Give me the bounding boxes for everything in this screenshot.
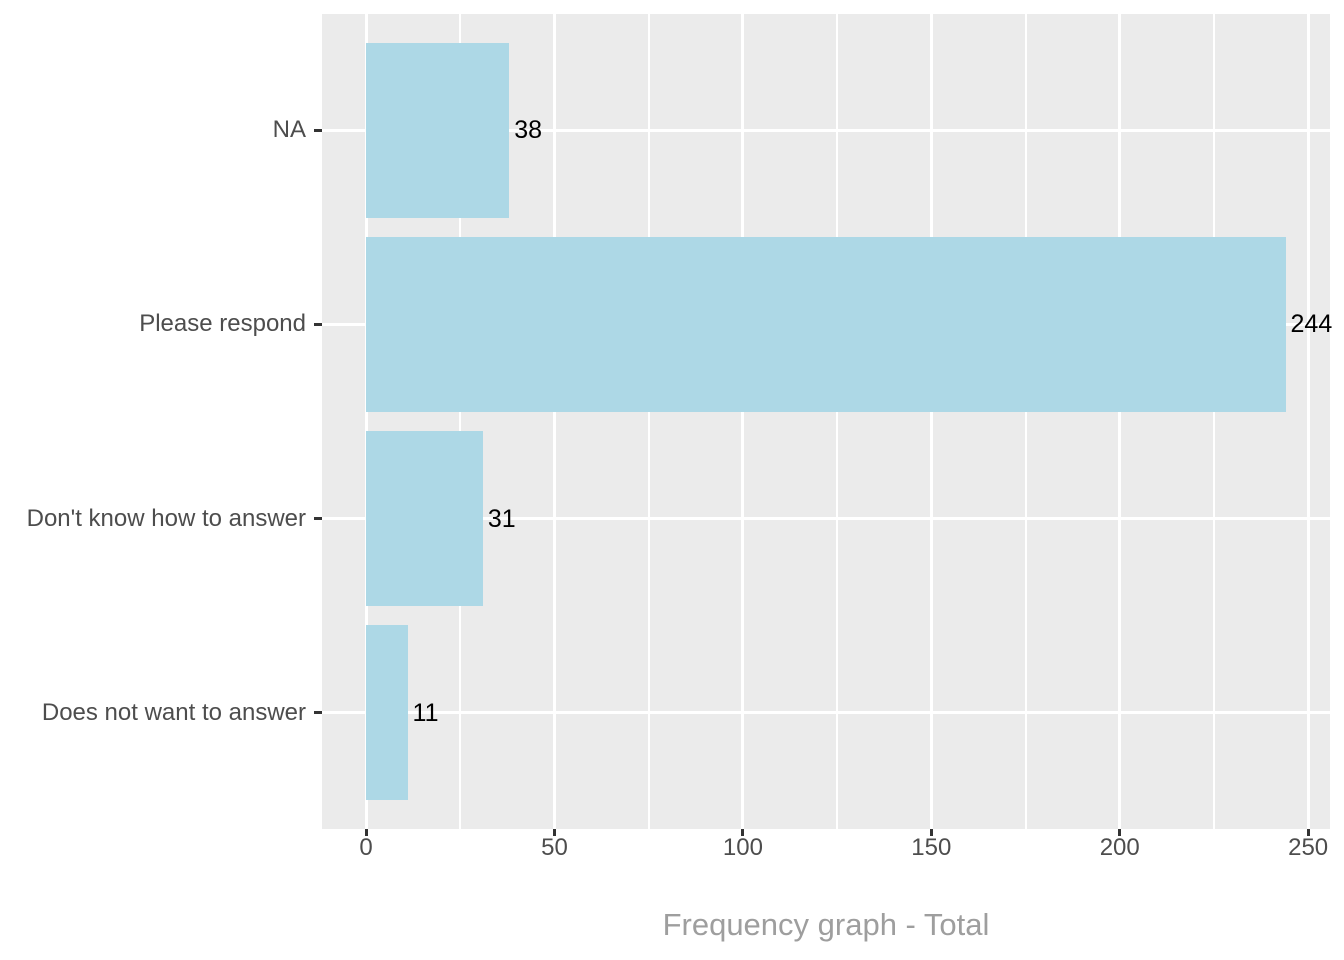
gridline-minor-x bbox=[459, 14, 462, 829]
y-axis-tick bbox=[314, 322, 322, 326]
x-axis-tick bbox=[1118, 829, 1122, 836]
bar-value-label: 11 bbox=[412, 698, 439, 727]
gridline-major-y bbox=[322, 128, 1330, 132]
gridline-major-x bbox=[1118, 14, 1122, 829]
x-axis-tick bbox=[1306, 829, 1310, 836]
y-axis-tick bbox=[314, 711, 322, 715]
x-axis-tick-label: 250 bbox=[1288, 834, 1329, 861]
bar bbox=[366, 237, 1286, 412]
y-axis-tick bbox=[314, 517, 322, 521]
x-axis-tick-label: 200 bbox=[1099, 834, 1140, 861]
x-axis-tick bbox=[929, 829, 933, 836]
bar-value-label: 31 bbox=[487, 504, 516, 533]
bar bbox=[366, 625, 408, 800]
x-axis-tick-label: 0 bbox=[359, 834, 373, 861]
gridline-minor-x bbox=[1212, 14, 1215, 829]
y-axis-category-label: Does not want to answer bbox=[41, 698, 306, 726]
y-axis-category-label: NA bbox=[272, 116, 306, 144]
x-axis-tick bbox=[364, 829, 368, 836]
x-axis-title: Frequency graph - Total bbox=[662, 907, 990, 942]
gridline-major-x bbox=[1306, 14, 1310, 829]
x-axis-tick bbox=[552, 829, 556, 836]
bar bbox=[366, 431, 483, 606]
gridline-major-x bbox=[929, 14, 933, 829]
gridline-major-y bbox=[322, 517, 1330, 521]
x-axis-tick-label: 100 bbox=[722, 834, 763, 861]
gridline-minor-x bbox=[836, 14, 839, 829]
gridline-major-x bbox=[741, 14, 745, 829]
x-axis-tick bbox=[741, 829, 745, 836]
x-axis-tick-label: 150 bbox=[911, 834, 952, 861]
bar-value-label: 244 bbox=[1290, 310, 1333, 339]
y-axis-category-label: Don't know how to answer bbox=[26, 504, 306, 532]
bar bbox=[366, 43, 510, 218]
gridline-major-x bbox=[552, 14, 556, 829]
gridline-minor-x bbox=[1024, 14, 1027, 829]
y-axis-tick bbox=[314, 128, 322, 132]
gridline-minor-x bbox=[647, 14, 650, 829]
gridline-major-y bbox=[322, 711, 1330, 715]
plot-panel bbox=[322, 14, 1330, 829]
bar-value-label: 38 bbox=[514, 116, 543, 145]
y-axis-category-label: Please respond bbox=[139, 310, 306, 338]
x-axis-tick-label: 50 bbox=[541, 834, 568, 861]
gridline-major-x bbox=[364, 14, 368, 829]
